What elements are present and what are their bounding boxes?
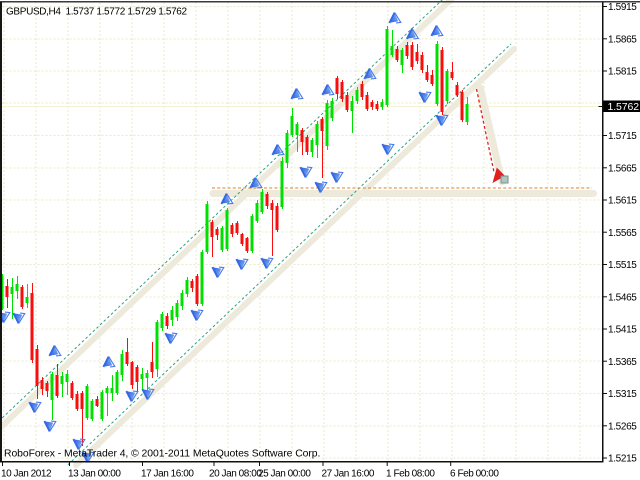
svg-text:20 Jan 08:00: 20 Jan 08:00	[209, 469, 262, 480]
svg-text:1.5915: 1.5915	[608, 2, 637, 13]
svg-text:1.5315: 1.5315	[608, 389, 637, 400]
svg-text:1.5265: 1.5265	[608, 421, 637, 432]
svg-text:6 Feb 00:00: 6 Feb 00:00	[450, 469, 499, 480]
svg-text:1.5215: 1.5215	[608, 454, 637, 465]
svg-text:1.5815: 1.5815	[608, 67, 637, 78]
svg-text:1.5465: 1.5465	[608, 292, 637, 303]
svg-text:1.5615: 1.5615	[608, 196, 637, 207]
svg-text:1.5715: 1.5715	[608, 131, 637, 142]
svg-text:27 Jan 16:00: 27 Jan 16:00	[322, 469, 375, 480]
svg-text:1.5762: 1.5762	[608, 101, 640, 113]
svg-text:25 Jan 00:00: 25 Jan 00:00	[258, 469, 311, 480]
svg-text:1.5565: 1.5565	[608, 228, 637, 239]
svg-text:1.5365: 1.5365	[608, 357, 637, 368]
svg-text:10 Jan 2012: 10 Jan 2012	[1, 469, 52, 480]
svg-text:1.5415: 1.5415	[608, 325, 637, 336]
svg-text:1.5665: 1.5665	[608, 163, 637, 174]
svg-text:1.5515: 1.5515	[608, 260, 637, 271]
svg-text:13 Jan 00:00: 13 Jan 00:00	[68, 469, 121, 480]
svg-text:GBPUSD,H4 1.5737 1.5772 1.572: GBPUSD,H4 1.5737 1.5772 1.5729 1.5762	[6, 7, 188, 18]
svg-text:1.5865: 1.5865	[608, 34, 637, 45]
svg-text:RoboForex - MetaTrader 4, © 20: RoboForex - MetaTrader 4, © 2001-2011 Me…	[4, 449, 320, 460]
svg-text:17 Jan 16:00: 17 Jan 16:00	[141, 469, 194, 480]
svg-text:1 Feb 08:00: 1 Feb 08:00	[386, 469, 435, 480]
